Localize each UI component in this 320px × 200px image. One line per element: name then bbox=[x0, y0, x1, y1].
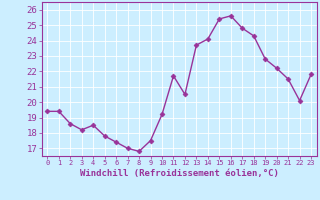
X-axis label: Windchill (Refroidissement éolien,°C): Windchill (Refroidissement éolien,°C) bbox=[80, 169, 279, 178]
